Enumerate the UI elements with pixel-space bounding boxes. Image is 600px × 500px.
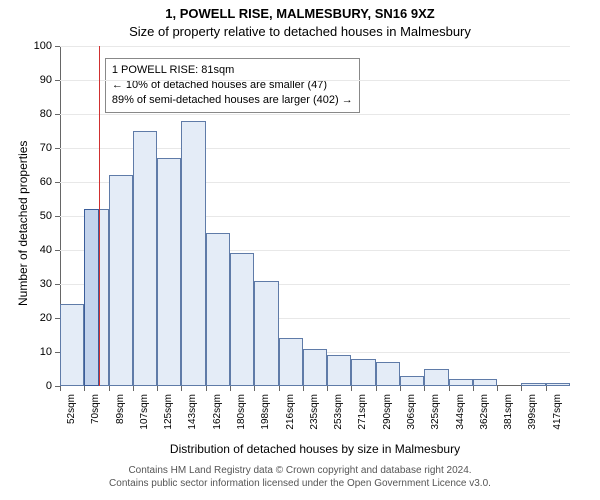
- histogram-bar: [133, 131, 157, 386]
- histogram-bar: [327, 355, 351, 386]
- histogram-bar: [424, 369, 448, 386]
- y-tick-label: 90: [26, 74, 52, 86]
- histogram-bar: [157, 158, 181, 386]
- x-tick-mark: [351, 386, 352, 391]
- annotation-box: 1 POWELL RISE: 81sqm ← 10% of detached h…: [105, 58, 360, 113]
- y-tick-label: 60: [26, 176, 52, 188]
- x-tick-mark: [376, 386, 377, 391]
- gridline: [60, 114, 570, 115]
- histogram-bar: [521, 383, 545, 386]
- x-tick-label: 198sqm: [260, 394, 271, 444]
- x-tick-mark: [206, 386, 207, 391]
- y-tick-mark: [55, 46, 60, 47]
- y-tick-mark: [55, 284, 60, 285]
- x-tick-label: 216sqm: [285, 394, 296, 444]
- page-subtitle: Size of property relative to detached ho…: [0, 24, 600, 39]
- x-tick-mark: [424, 386, 425, 391]
- x-tick-mark: [109, 386, 110, 391]
- histogram-bar: [279, 338, 303, 386]
- y-tick-mark: [55, 182, 60, 183]
- x-tick-mark: [521, 386, 522, 391]
- x-tick-mark: [157, 386, 158, 391]
- x-tick-label: 325sqm: [430, 394, 441, 444]
- x-tick-label: 89sqm: [115, 394, 126, 444]
- x-tick-label: 162sqm: [212, 394, 223, 444]
- x-tick-mark: [230, 386, 231, 391]
- y-tick-label: 100: [26, 40, 52, 52]
- x-tick-label: 306sqm: [406, 394, 417, 444]
- y-tick-label: 10: [26, 346, 52, 358]
- x-tick-label: 362sqm: [479, 394, 490, 444]
- x-tick-label: 344sqm: [455, 394, 466, 444]
- gridline: [60, 46, 570, 47]
- x-tick-label: 107sqm: [139, 394, 150, 444]
- histogram-bar: [206, 233, 230, 386]
- highlight-overlay: [84, 209, 99, 386]
- histogram-bar: [376, 362, 400, 386]
- x-axis-label: Distribution of detached houses by size …: [60, 442, 570, 456]
- y-tick-label: 0: [26, 380, 52, 392]
- x-tick-label: 125sqm: [163, 394, 174, 444]
- x-tick-mark: [327, 386, 328, 391]
- histogram-bar: [230, 253, 254, 386]
- x-tick-mark: [400, 386, 401, 391]
- gridline: [60, 80, 570, 81]
- y-tick-label: 70: [26, 142, 52, 154]
- x-tick-mark: [133, 386, 134, 391]
- histogram-bar: [449, 379, 473, 386]
- footer-attribution: Contains HM Land Registry data © Crown c…: [0, 464, 600, 490]
- x-tick-mark: [84, 386, 85, 391]
- histogram-bar: [473, 379, 497, 386]
- x-tick-mark: [473, 386, 474, 391]
- x-tick-label: 143sqm: [187, 394, 198, 444]
- chart-container: 1, POWELL RISE, MALMESBURY, SN16 9XZ Siz…: [0, 0, 600, 500]
- y-tick-mark: [55, 148, 60, 149]
- x-tick-label: 271sqm: [357, 394, 368, 444]
- y-tick-label: 50: [26, 210, 52, 222]
- x-tick-label: 70sqm: [90, 394, 101, 444]
- x-tick-label: 290sqm: [382, 394, 393, 444]
- annotation-line-1: 1 POWELL RISE: 81sqm: [112, 63, 353, 78]
- x-tick-mark: [303, 386, 304, 391]
- y-tick-mark: [55, 216, 60, 217]
- x-tick-label: 235sqm: [309, 394, 320, 444]
- histogram-bar: [303, 349, 327, 386]
- x-tick-mark: [449, 386, 450, 391]
- footer-line-2: Contains public sector information licen…: [0, 477, 600, 490]
- histogram-bar: [400, 376, 424, 386]
- x-tick-label: 180sqm: [236, 394, 247, 444]
- histogram-bar: [254, 281, 278, 386]
- x-tick-mark: [60, 386, 61, 391]
- y-tick-mark: [55, 80, 60, 81]
- x-tick-label: 52sqm: [66, 394, 77, 444]
- y-tick-mark: [55, 250, 60, 251]
- x-tick-label: 253sqm: [333, 394, 344, 444]
- y-tick-label: 30: [26, 278, 52, 290]
- x-tick-label: 381sqm: [503, 394, 514, 444]
- histogram-bar: [109, 175, 133, 386]
- y-tick-mark: [55, 114, 60, 115]
- histogram-bar: [546, 383, 570, 386]
- histogram-bar: [351, 359, 375, 386]
- histogram-bar: [181, 121, 205, 386]
- annotation-line-3: 89% of semi-detached houses are larger (…: [112, 93, 353, 108]
- y-tick-label: 40: [26, 244, 52, 256]
- x-tick-mark: [546, 386, 547, 391]
- footer-line-1: Contains HM Land Registry data © Crown c…: [0, 464, 600, 477]
- histogram-bar: [60, 304, 84, 386]
- y-tick-label: 20: [26, 312, 52, 324]
- x-tick-label: 399sqm: [527, 394, 538, 444]
- x-tick-mark: [254, 386, 255, 391]
- y-tick-label: 80: [26, 108, 52, 120]
- x-tick-mark: [279, 386, 280, 391]
- reference-line: [99, 46, 100, 386]
- x-tick-mark: [497, 386, 498, 391]
- x-tick-mark: [181, 386, 182, 391]
- x-tick-label: 417sqm: [552, 394, 563, 444]
- page-title: 1, POWELL RISE, MALMESBURY, SN16 9XZ: [0, 6, 600, 21]
